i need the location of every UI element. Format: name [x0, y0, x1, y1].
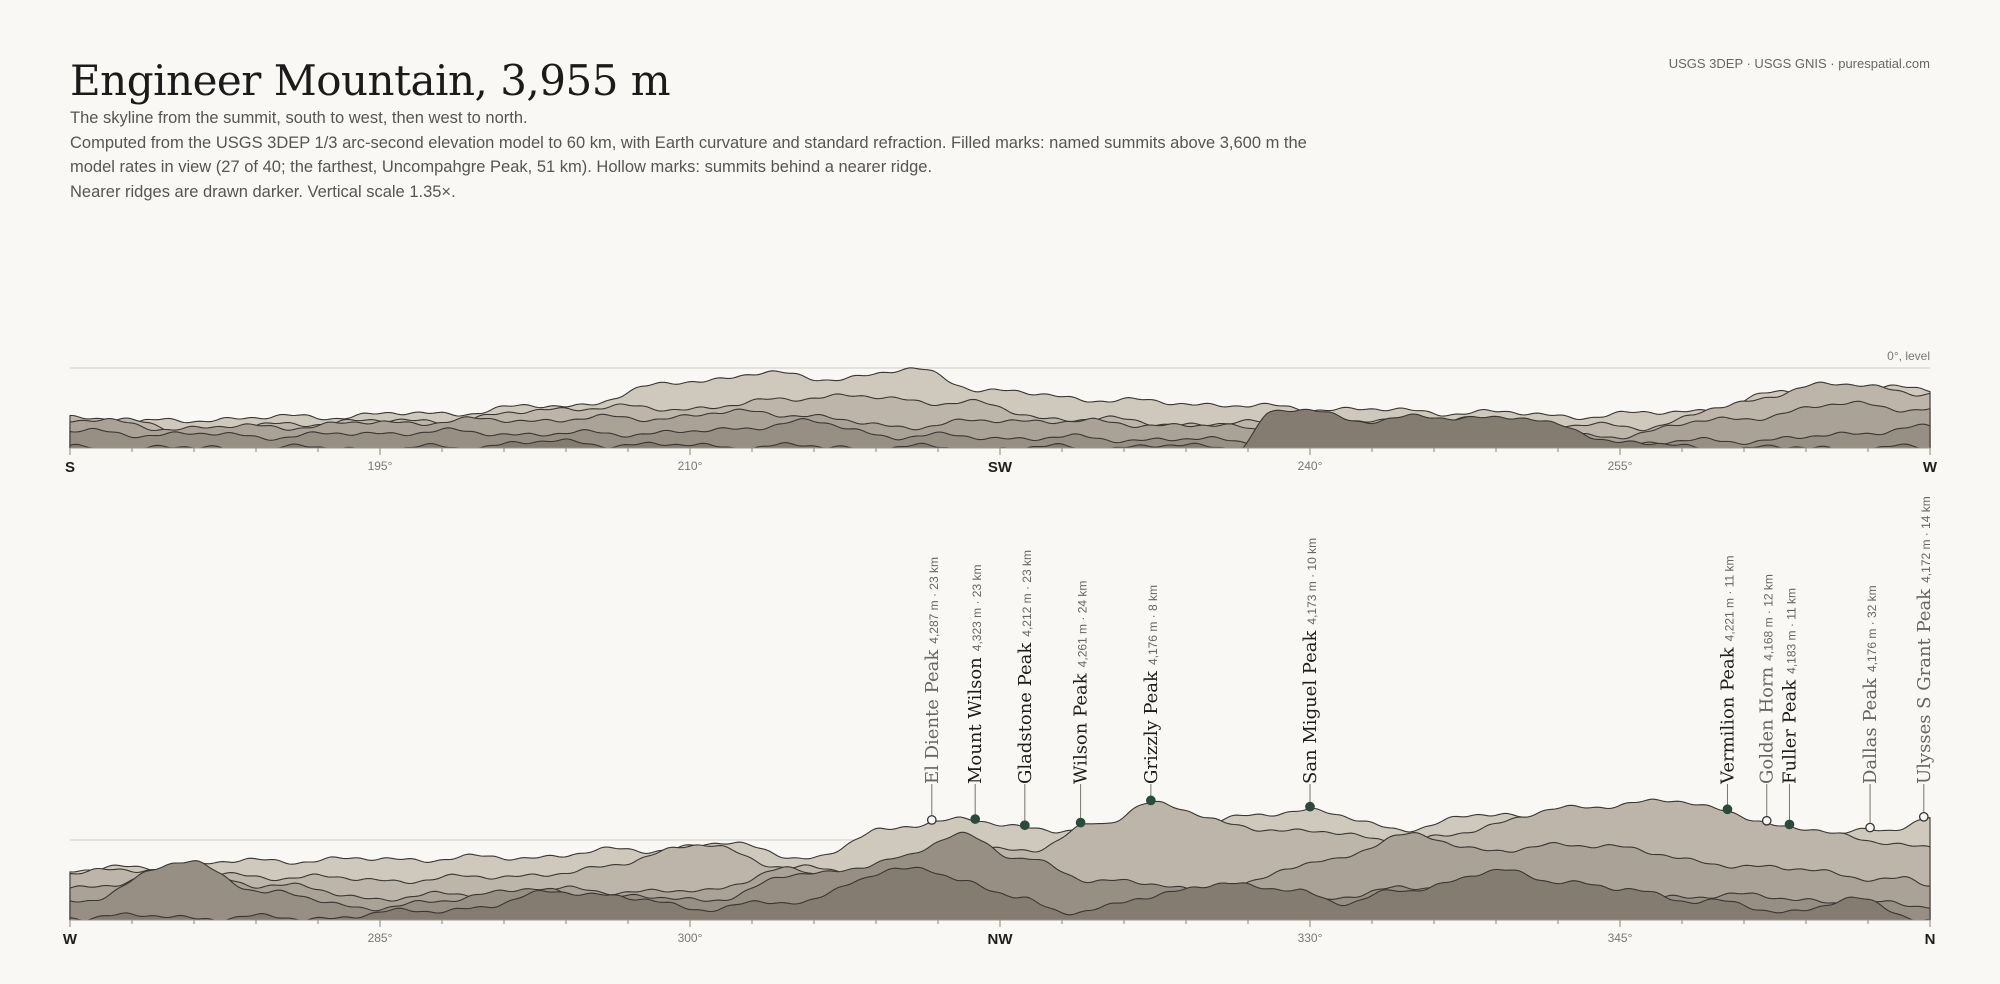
peak-marker-filled	[970, 814, 981, 824]
tick-label: W	[63, 931, 78, 948]
peak-label: Golden Horn 4,168 m · 12 km	[1757, 574, 1778, 784]
ridge-layer	[69, 866, 1931, 921]
peak-detail: 4,287 m · 23 km	[927, 557, 941, 644]
peak-name: El Diente Peak	[922, 649, 943, 784]
peak-detail: 4,261 m · 24 km	[1076, 581, 1090, 668]
peak-marker-filled	[1784, 819, 1795, 830]
tick-label: 300°	[678, 931, 703, 945]
peak-label: San Miguel Peak 4,173 m · 10 km	[1300, 538, 1321, 784]
peak-marker-hollow	[1918, 811, 1929, 822]
peak-detail: 4,168 m · 12 km	[1762, 574, 1776, 661]
peak-marker-filled	[1075, 817, 1086, 828]
tick-label: 330°	[1298, 931, 1323, 945]
tick-label: 345°	[1608, 931, 1633, 945]
tick-label: 240°	[1298, 459, 1323, 473]
peak-label: El Diente Peak 4,287 m · 23 km	[922, 557, 943, 784]
peak-name: Mount Wilson	[965, 657, 986, 784]
peak-label: Fuller Peak 4,183 m · 11 km	[1779, 588, 1800, 784]
peak-detail: 4,176 m · 8 km	[1146, 585, 1160, 665]
peak-name: Wilson Peak	[1071, 672, 1092, 784]
subtitle: The skyline from the summit, south to we…	[70, 109, 528, 127]
peak-detail: 4,183 m · 11 km	[1784, 588, 1798, 674]
peak-marker-filled	[1305, 801, 1315, 812]
peak-name: Grizzly Peak	[1141, 670, 1162, 784]
peak-label: Mount Wilson 4,323 m · 23 km	[965, 565, 986, 784]
peak-marker-filled	[1146, 795, 1156, 806]
method-note: Computed from the USGS 3DEP 1/3 arc-seco…	[70, 134, 1307, 176]
peak-detail: 4,172 m · 14 km	[1919, 496, 1933, 583]
peak-label: Wilson Peak 4,261 m · 24 km	[1071, 581, 1092, 784]
tick-label: W	[1923, 459, 1938, 476]
peak-label: Grizzly Peak 4,176 m · 8 km	[1141, 585, 1162, 784]
tick-label: 195°	[368, 459, 393, 473]
peak-name: Vermilion Peak	[1717, 646, 1738, 785]
horizon-label: 0°, level	[1887, 349, 1930, 363]
peak-name: Ulysses S Grant Peak	[1914, 588, 1935, 784]
panel-west-north: W 285° 300° NW 330° 345° N El Diente Peak 4,287 …	[63, 496, 1936, 948]
peak-name: Gladstone Peak	[1015, 642, 1036, 784]
tick-label: N	[1925, 931, 1936, 948]
peak-label: Dallas Peak 4,176 m · 32 km	[1860, 585, 1881, 784]
peak-name: Dallas Peak	[1860, 677, 1881, 784]
peak-marker-hollow	[1865, 822, 1875, 833]
peak-marker-hollow	[926, 815, 937, 825]
peak-name: San Miguel Peak	[1300, 630, 1321, 784]
peak-detail: 4,221 m · 11 km	[1722, 555, 1736, 641]
peak-detail: 4,176 m · 32 km	[1865, 585, 1879, 672]
tick-label: S	[65, 459, 75, 476]
peak-name: Fuller Peak	[1779, 679, 1800, 784]
peak-label: Ulysses S Grant Peak 4,172 m · 14 km	[1914, 496, 1935, 784]
panel-south-west: 0°, level S 195° 210° SW 240° 255° W	[65, 349, 1938, 476]
tick-label: SW	[988, 459, 1013, 476]
peak-detail: 4,173 m · 10 km	[1305, 538, 1319, 625]
peak-marker-filled	[1722, 804, 1733, 815]
tick-label: NW	[988, 931, 1014, 948]
peak-name: Golden Horn	[1757, 666, 1778, 784]
tick-label: 285°	[368, 931, 393, 945]
peak-detail: 4,323 m · 23 km	[970, 565, 984, 652]
peak-detail: 4,212 m · 23 km	[1020, 550, 1034, 637]
source-credit: USGS 3DEP · USGS GNIS · purespatial.com	[1668, 56, 1930, 71]
peak-marker-hollow	[1761, 815, 1772, 826]
page-title: Engineer Mountain, 3,955 m	[70, 56, 671, 105]
tick-label: 255°	[1608, 459, 1633, 473]
peak-label: Vermilion Peak 4,221 m · 11 km	[1717, 555, 1738, 785]
peak-marker-filled	[1019, 820, 1030, 831]
legend-note: Nearer ridges are drawn darker. Vertical…	[70, 183, 456, 201]
tick-label: 210°	[678, 459, 703, 473]
peak-label: Gladstone Peak 4,212 m · 23 km	[1015, 550, 1036, 784]
